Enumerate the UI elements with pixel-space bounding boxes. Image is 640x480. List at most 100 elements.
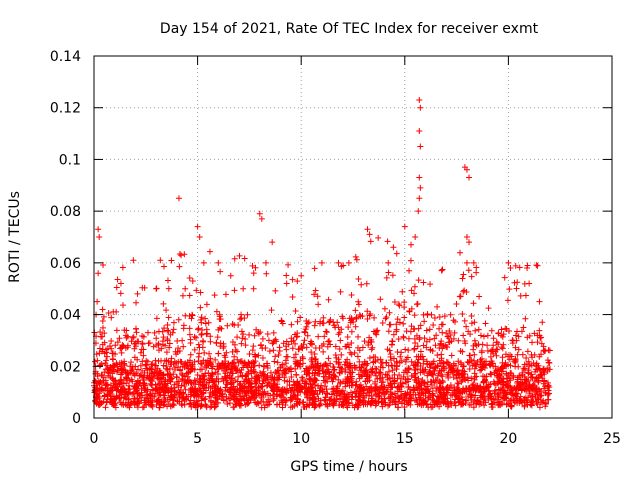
data-point <box>214 366 221 373</box>
data-point <box>372 358 379 365</box>
data-point <box>141 384 148 391</box>
data-point <box>171 387 178 394</box>
data-point <box>271 337 278 344</box>
data-point <box>533 384 540 391</box>
data-point <box>424 361 431 368</box>
data-point <box>429 396 436 403</box>
data-point <box>198 393 205 400</box>
data-point <box>251 351 258 358</box>
data-point <box>166 340 173 347</box>
data-point <box>198 314 205 321</box>
data-point <box>139 358 146 365</box>
data-point <box>114 339 121 346</box>
data-point <box>103 357 110 364</box>
data-point <box>274 381 281 388</box>
data-point <box>416 127 423 134</box>
data-point <box>232 347 239 354</box>
data-point <box>464 374 471 381</box>
data-point <box>528 371 535 378</box>
data-point <box>431 335 438 342</box>
data-point <box>288 374 295 381</box>
data-point <box>391 398 398 405</box>
data-point <box>337 364 344 371</box>
data-point <box>529 398 536 405</box>
data-point <box>517 292 524 299</box>
y-axis-label: ROTI / TECUs <box>7 191 23 283</box>
data-point <box>326 368 333 375</box>
data-point <box>189 311 196 318</box>
data-point <box>99 324 106 331</box>
data-point <box>227 386 234 393</box>
data-point <box>322 361 329 368</box>
data-point <box>506 328 513 335</box>
data-point <box>259 383 266 390</box>
data-point <box>243 387 250 394</box>
data-point <box>98 400 105 407</box>
data-point <box>232 362 239 369</box>
data-point <box>426 326 433 333</box>
data-point <box>529 354 536 361</box>
data-point <box>237 316 244 323</box>
data-point <box>136 379 143 386</box>
data-point <box>534 332 541 339</box>
data-point <box>158 345 165 352</box>
data-point <box>463 323 470 330</box>
data-point <box>264 372 271 379</box>
data-point <box>176 389 183 396</box>
data-point <box>542 389 549 396</box>
data-point <box>93 351 100 358</box>
data-point <box>371 314 378 321</box>
data-point <box>344 334 351 341</box>
data-point <box>197 403 204 410</box>
data-point <box>178 252 185 259</box>
data-point <box>142 361 149 368</box>
data-point <box>451 384 458 391</box>
data-point <box>394 384 401 391</box>
data-point <box>493 339 500 346</box>
data-point <box>357 384 364 391</box>
data-point <box>193 334 200 341</box>
data-point <box>424 311 431 318</box>
data-point <box>288 321 295 328</box>
data-point <box>323 362 330 369</box>
data-point <box>165 285 172 292</box>
data-point <box>470 300 477 307</box>
data-point <box>485 387 492 394</box>
data-point <box>137 372 144 379</box>
data-point <box>297 383 304 390</box>
data-point <box>538 392 545 399</box>
data-point <box>403 379 410 386</box>
data-point <box>244 311 251 318</box>
data-point <box>321 333 328 340</box>
data-point <box>200 376 207 383</box>
data-point <box>254 399 261 406</box>
data-point <box>229 359 236 366</box>
data-point <box>95 378 102 385</box>
data-point <box>242 389 249 396</box>
data-point <box>188 365 195 372</box>
data-point <box>447 311 454 318</box>
data-point <box>94 298 101 305</box>
data-point <box>362 378 369 385</box>
data-point <box>532 394 539 401</box>
data-point <box>436 325 443 332</box>
data-point <box>361 338 368 345</box>
data-point <box>466 385 473 392</box>
data-point <box>460 332 467 339</box>
data-point <box>302 326 309 333</box>
data-point <box>149 403 156 410</box>
data-point <box>334 385 341 392</box>
data-point <box>523 355 530 362</box>
data-point <box>138 346 145 353</box>
data-point <box>212 369 219 376</box>
data-point <box>121 327 128 334</box>
data-point <box>205 319 212 326</box>
data-point <box>335 360 342 367</box>
data-point <box>144 367 151 374</box>
data-point <box>417 322 424 329</box>
data-point <box>186 400 193 407</box>
data-point <box>164 337 171 344</box>
data-point <box>223 381 230 388</box>
data-point <box>506 286 513 293</box>
data-point <box>500 381 507 388</box>
